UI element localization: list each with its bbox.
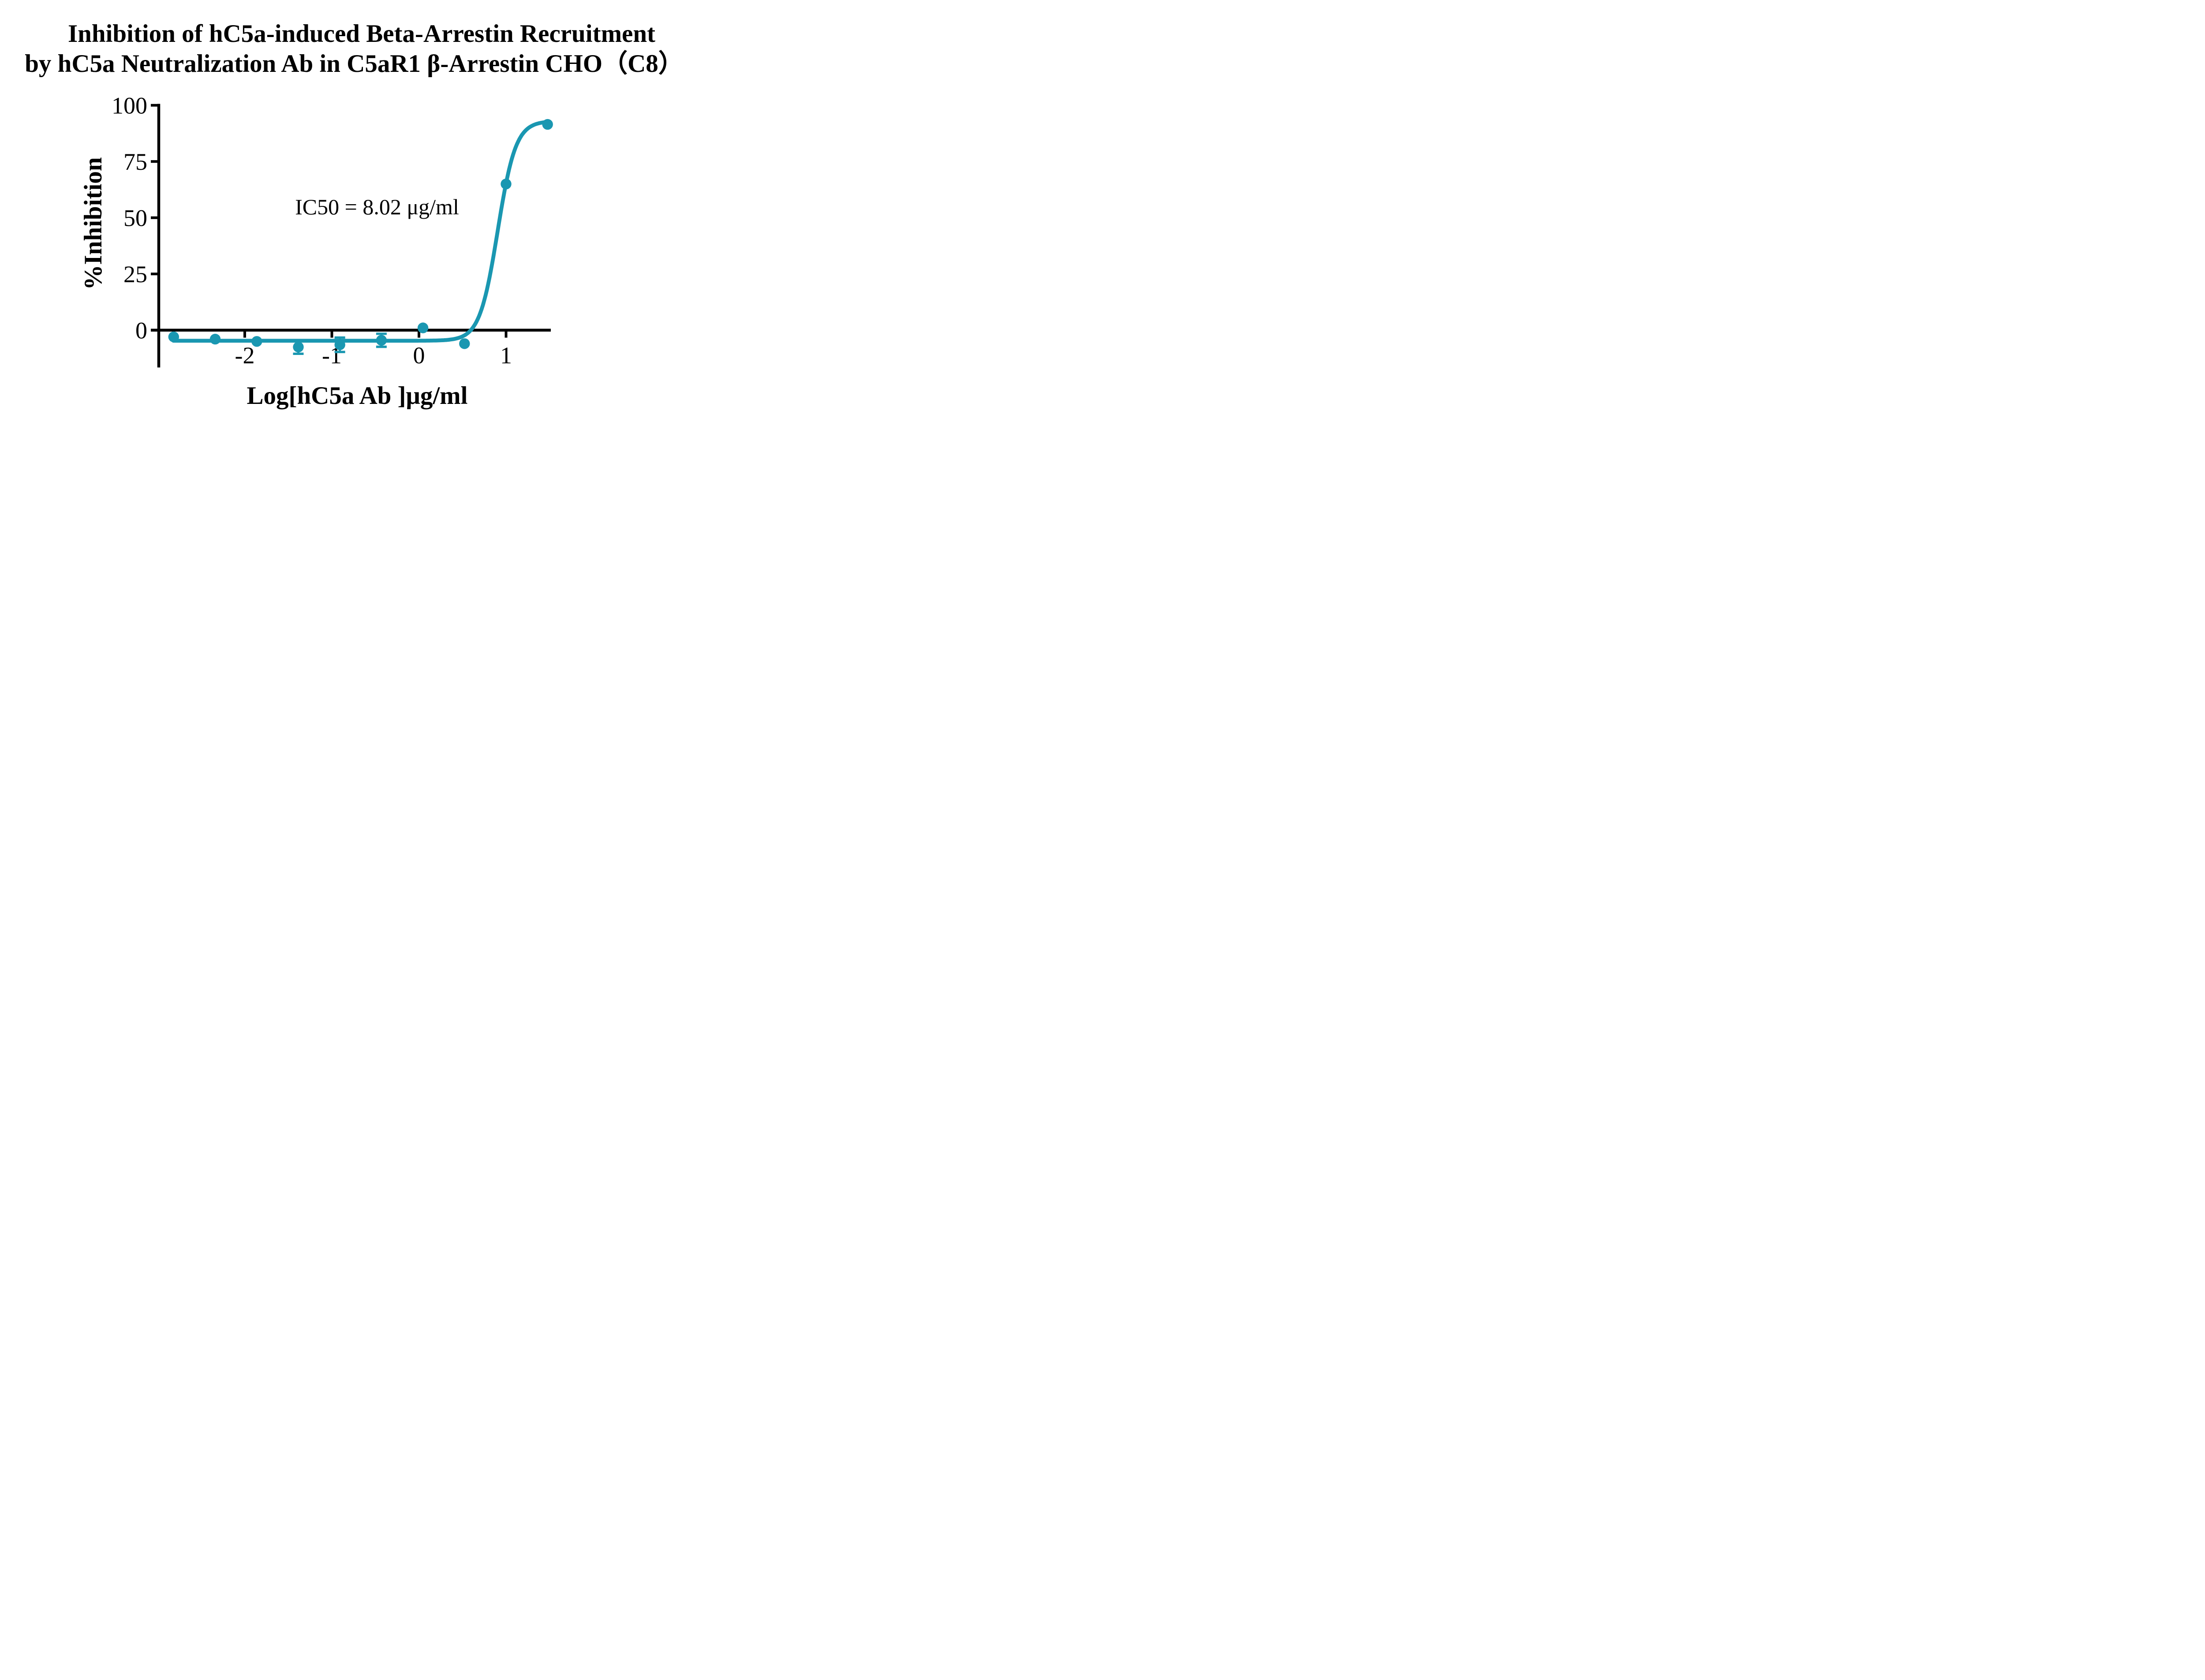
x-axis-label: Log[hC5a Ab ]μg/ml: [247, 382, 467, 410]
data-point-marker: [251, 336, 262, 347]
x-tick-label: 1: [500, 342, 512, 369]
chart-title-line2: by hC5a Neutralization Ab in C5aR1 β-Arr…: [25, 50, 684, 78]
data-point-marker: [168, 331, 179, 343]
y-axis-label: %Inhibition: [79, 157, 107, 290]
y-tick-label: 0: [135, 317, 147, 343]
x-tick-label: 0: [413, 342, 425, 369]
y-tick-label: 100: [112, 92, 147, 119]
chart-title-line1: Inhibition of hC5a-induced Beta-Arrestin…: [68, 20, 655, 48]
data-point-marker: [417, 322, 429, 333]
y-tick-label: 50: [123, 205, 147, 231]
data-point-marker: [459, 338, 470, 349]
fit-curve: [171, 120, 549, 343]
data-point-marker: [334, 339, 345, 351]
data-points: [168, 119, 553, 353]
y-tick-label: 25: [123, 261, 147, 287]
data-point-marker: [209, 333, 221, 345]
x-tick-label: -2: [235, 342, 255, 369]
data-point-marker: [376, 335, 387, 346]
fit-curve-path: [171, 120, 549, 343]
data-point-marker: [542, 119, 553, 130]
data-point-marker: [293, 341, 304, 353]
dose-response-figure: Inhibition of hC5a-induced Beta-Arrestin…: [0, 0, 708, 420]
data-point-marker: [501, 179, 512, 190]
y-tick-label: 75: [123, 149, 147, 175]
dose-response-chart: Inhibition of hC5a-induced Beta-Arrestin…: [25, 20, 684, 410]
ic50-annotation: IC50 = 8.02 μg/ml: [295, 194, 459, 219]
